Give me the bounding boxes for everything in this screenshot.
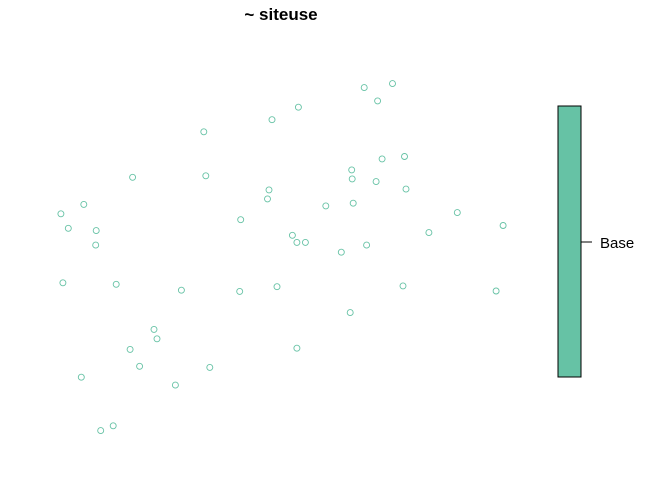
- data-point: [499, 222, 507, 229]
- data-point: [200, 128, 208, 136]
- data-point: [293, 238, 301, 246]
- data-point: [301, 238, 309, 246]
- data-point: [401, 153, 408, 160]
- data-point: [97, 427, 105, 435]
- data-point: [273, 283, 281, 291]
- data-point: [129, 173, 137, 181]
- data-point: [59, 279, 67, 287]
- data-point: [64, 224, 72, 232]
- data-point: [378, 155, 386, 163]
- data-point: [294, 103, 302, 111]
- data-point: [236, 287, 244, 295]
- data-point: [112, 280, 120, 288]
- data-point: [288, 231, 296, 239]
- data-point: [402, 185, 410, 193]
- data-point: [265, 186, 273, 194]
- data-point: [171, 381, 179, 389]
- data-point: [77, 373, 85, 381]
- data-point: [136, 362, 144, 370]
- data-point: [374, 97, 382, 105]
- data-point: [348, 175, 356, 183]
- data-point: [348, 166, 356, 174]
- data-point: [399, 282, 407, 290]
- data-point: [389, 80, 396, 88]
- data-point: [202, 172, 210, 180]
- data-point: [150, 325, 158, 333]
- data-point: [425, 229, 433, 237]
- data-point: [349, 199, 357, 207]
- data-point: [92, 241, 100, 249]
- data-point: [363, 241, 371, 249]
- data-point: [453, 209, 461, 217]
- data-point: [346, 309, 354, 317]
- data-point: [177, 286, 185, 294]
- data-point: [337, 248, 345, 256]
- data-point: [492, 287, 500, 295]
- legend-label-base: Base: [600, 235, 634, 252]
- data-point: [237, 216, 245, 224]
- data-points: [57, 80, 507, 435]
- legend-color-bar: [557, 105, 582, 378]
- data-point: [126, 345, 134, 353]
- data-point: [92, 227, 100, 235]
- data-point: [372, 178, 380, 186]
- data-point: [360, 84, 368, 92]
- data-point: [206, 363, 214, 371]
- data-point: [293, 344, 301, 352]
- chart-title: ~ siteuse: [244, 5, 317, 24]
- data-point: [268, 116, 276, 124]
- legend: Base: [557, 105, 634, 378]
- data-point: [264, 195, 271, 203]
- data-point: [153, 335, 161, 343]
- data-point: [57, 210, 65, 218]
- data-point: [80, 200, 88, 208]
- data-point: [322, 202, 330, 210]
- data-point: [109, 422, 117, 430]
